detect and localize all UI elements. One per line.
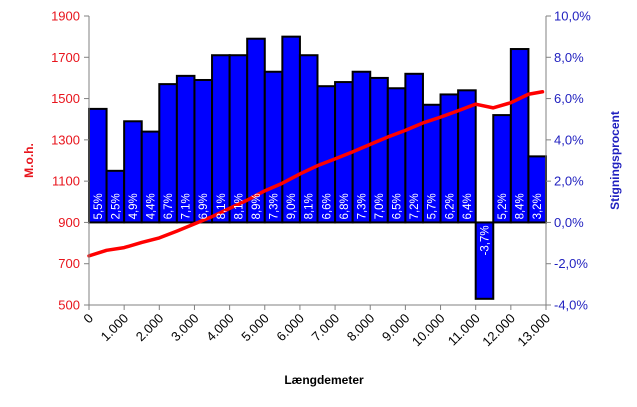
bar-data-label: 8,1% xyxy=(216,193,228,219)
bar-data-label: 6,4% xyxy=(462,193,474,219)
bar-data-label: 5,7% xyxy=(427,193,439,219)
x-tick-label: 3.000 xyxy=(168,311,202,345)
x-tick-label: 4.000 xyxy=(203,311,237,345)
bar-data-label: 6,6% xyxy=(321,193,333,219)
bar-data-label: 7,0% xyxy=(374,193,386,219)
bar-data-label: 4,9% xyxy=(128,193,140,219)
bar-data-label: 6,5% xyxy=(392,193,404,219)
bar-data-label: 5,2% xyxy=(497,193,509,219)
bar-data-label: 6,2% xyxy=(444,193,456,219)
x-tick-label: 2.000 xyxy=(133,311,167,345)
right-tick-label: 10,0% xyxy=(554,9,591,24)
x-tick-label: 9.000 xyxy=(379,311,413,345)
x-tick-label: 1.000 xyxy=(98,311,132,345)
y-left-axis-title: M.o.h. xyxy=(22,143,36,178)
x-tick-label: 8.000 xyxy=(344,311,378,345)
bar-data-label: 4,4% xyxy=(146,193,158,219)
right-tick-label: 0,0% xyxy=(554,215,584,230)
bar-data-label: 5,5% xyxy=(93,193,105,219)
x-tick-label: 6.000 xyxy=(273,311,307,345)
left-tick-label: 1500 xyxy=(51,91,80,106)
bar xyxy=(457,89,477,224)
left-tick-label: 900 xyxy=(58,215,80,230)
bar-data-label: 8,4% xyxy=(515,193,527,219)
left-tick-label: 1100 xyxy=(52,174,80,189)
x-tick-label: 7.000 xyxy=(309,311,343,345)
right-tick-label: 6,0% xyxy=(554,91,584,106)
x-tick-label: 5.000 xyxy=(238,311,272,345)
x-tick-label: 11.000 xyxy=(445,311,483,349)
x-tick-label: 12.000 xyxy=(479,311,518,350)
bar-data-label: 2,5% xyxy=(110,193,122,219)
bar-data-label: 8,9% xyxy=(251,193,263,219)
right-tick-label: -4,0% xyxy=(554,298,588,313)
left-tick-label: 1900 xyxy=(51,9,80,24)
left-tick-label: 500 xyxy=(58,298,80,313)
bar-data-label: 6,8% xyxy=(339,193,351,219)
x-axis-title: Længdemeter xyxy=(284,373,364,387)
left-tick-label: 1700 xyxy=(51,50,80,65)
bar-data-label: 6,7% xyxy=(163,193,175,219)
x-tick-label: 0 xyxy=(80,311,96,327)
bar-data-label: -3,7% xyxy=(479,225,491,255)
left-tick-label: 1300 xyxy=(51,132,80,147)
right-tick-label: 8,0% xyxy=(554,50,584,65)
bar-data-label: 8,1% xyxy=(304,193,316,219)
bar-data-label: 7,1% xyxy=(181,193,193,219)
bar-data-label: 7,2% xyxy=(409,193,421,219)
right-tick-label: 4,0% xyxy=(554,132,584,147)
bar xyxy=(509,48,530,224)
right-tick-label: -2,0% xyxy=(554,256,588,271)
bar-data-label: 6,9% xyxy=(198,193,210,219)
x-tick-label: 10.000 xyxy=(409,311,448,350)
elevation-line xyxy=(87,90,545,258)
right-tick-label: 2,0% xyxy=(554,174,584,189)
left-tick-label: 700 xyxy=(58,256,80,271)
y-right-axis-title: Stigningsprocent xyxy=(608,111,622,210)
bar-data-label: 7,3% xyxy=(356,193,368,219)
bar xyxy=(474,221,495,300)
x-tick-label: 13.000 xyxy=(514,311,553,350)
bar-data-label: 8,1% xyxy=(233,193,245,219)
bar-data-label: 9,0% xyxy=(286,193,298,219)
bar-data-label: 7,3% xyxy=(269,193,281,219)
bar-data-label: 3,2% xyxy=(532,193,544,219)
